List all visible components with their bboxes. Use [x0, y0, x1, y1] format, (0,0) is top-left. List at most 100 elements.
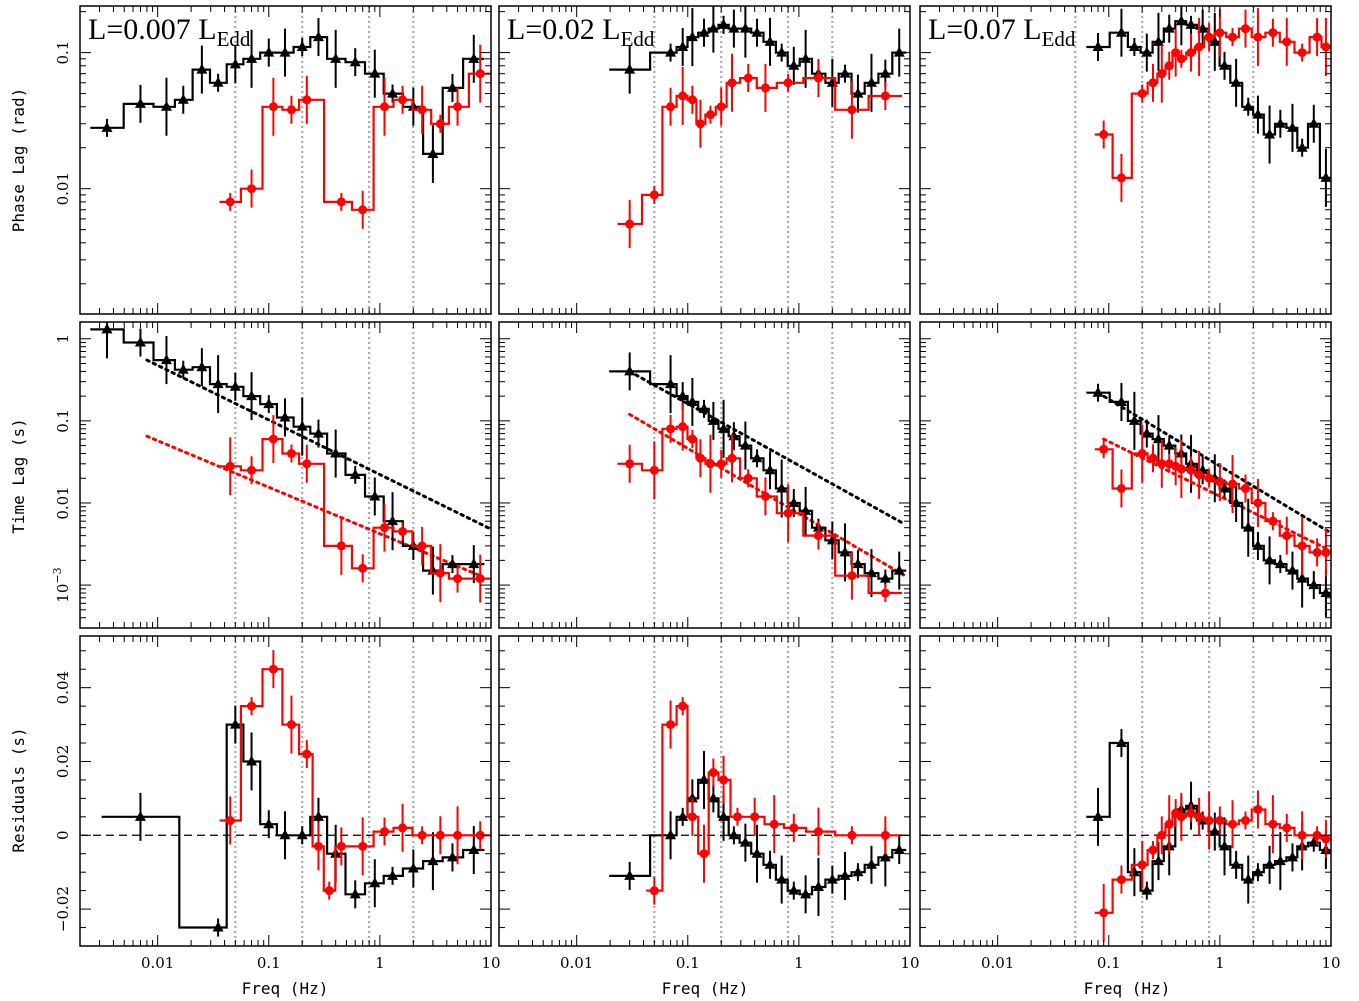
- y-tick-label: 0.02: [54, 745, 72, 778]
- data-point-red: [475, 69, 485, 79]
- x-tick-label: 0.01: [141, 954, 174, 972]
- plot-area: [609, 6, 907, 314]
- data-point-red: [813, 531, 823, 541]
- data-point-red: [336, 841, 346, 851]
- data-point-red: [1164, 819, 1174, 829]
- data-point-black: [101, 121, 113, 132]
- data-point-black: [751, 452, 763, 463]
- panel-title: L=0.07 LEdd: [928, 13, 1076, 51]
- y-tick-label: 0.1: [54, 41, 72, 65]
- series-step-red: [219, 438, 491, 580]
- data-point-black: [1264, 858, 1276, 869]
- data-point-red: [286, 720, 296, 730]
- data-point-black: [839, 67, 851, 78]
- data-point-black: [1264, 554, 1276, 565]
- data-point-red: [880, 588, 890, 598]
- data-point-black: [764, 858, 776, 869]
- data-point-red: [687, 95, 697, 105]
- data-point-red: [716, 102, 726, 112]
- data-point-black: [879, 851, 891, 862]
- data-point-red: [727, 78, 737, 88]
- data-point-red: [398, 823, 408, 833]
- panel-phase-lag-3: L=0.07 LEdd: [919, 5, 1332, 315]
- data-point-black: [1286, 121, 1298, 132]
- data-point-black: [624, 869, 636, 880]
- data-point-red: [1204, 816, 1214, 826]
- data-point-red: [649, 190, 659, 200]
- data-point-red: [1099, 130, 1109, 140]
- data-point-black: [1252, 108, 1264, 119]
- data-point-black: [677, 390, 689, 401]
- data-point-red: [695, 453, 705, 463]
- series-step-red: [219, 72, 491, 211]
- data-point-red: [847, 830, 857, 840]
- data-point-red: [695, 119, 705, 129]
- data-point-black: [776, 482, 788, 493]
- data-point-red: [760, 491, 770, 501]
- data-point-black: [1163, 22, 1175, 33]
- data-point-black: [728, 22, 740, 33]
- data-point-red: [666, 102, 676, 112]
- data-point-red: [1157, 459, 1167, 469]
- data-point-black: [852, 866, 864, 877]
- data-point-black: [1163, 439, 1175, 450]
- panel-frame: [919, 5, 1332, 315]
- x-tick-label: 1: [1215, 954, 1225, 972]
- x-tick-label: 0.1: [1097, 954, 1121, 972]
- data-point-red: [678, 91, 688, 101]
- data-point-black: [1185, 18, 1197, 29]
- panel-residuals-2: 0.01 0.1 1 10: [498, 635, 920, 972]
- data-point-red: [708, 768, 718, 778]
- data-point-black: [134, 97, 146, 108]
- y-axis-label-residuals: Residuals (s): [9, 727, 28, 852]
- data-point-black: [800, 888, 812, 899]
- data-point-red: [268, 434, 278, 444]
- data-point-red: [1176, 812, 1186, 822]
- data-point-black: [1218, 59, 1230, 70]
- data-point-black: [698, 402, 710, 413]
- data-point-black: [1320, 171, 1331, 182]
- panel-frame: [498, 321, 911, 629]
- data-point-black: [800, 52, 812, 63]
- data-point-red: [247, 184, 257, 194]
- data-point-red: [666, 424, 676, 434]
- data-point-black: [728, 829, 740, 840]
- data-point-black: [788, 884, 800, 895]
- data-point-black: [893, 844, 905, 855]
- data-point-red: [1253, 32, 1263, 42]
- data-point-red: [760, 83, 770, 93]
- data-point-black: [101, 323, 113, 334]
- panel-frame: [498, 5, 911, 315]
- data-point-black: [296, 40, 308, 51]
- data-point-black: [296, 829, 308, 840]
- data-point-red: [313, 841, 323, 851]
- y-tick-label: 1: [54, 334, 72, 344]
- data-point-red: [1148, 453, 1158, 463]
- data-point-red: [1137, 89, 1147, 99]
- data-point-black: [160, 354, 172, 365]
- x-axis-label-col1: Freq (Hz): [242, 979, 329, 998]
- panel-phase-lag-1: 0.1 0.01 L=0.007 LEdd: [54, 5, 492, 315]
- x-tick-label: 0.1: [257, 954, 281, 972]
- x-tick-label: 1: [375, 954, 385, 972]
- data-point-red: [1268, 819, 1278, 829]
- data-point-black: [1274, 117, 1286, 128]
- data-point-black: [1274, 855, 1286, 866]
- data-point-black: [1308, 117, 1320, 128]
- data-point-black: [1128, 414, 1140, 425]
- data-point-black: [776, 46, 788, 57]
- data-point-red: [1240, 816, 1250, 826]
- x-tick-label: 0.01: [560, 954, 593, 972]
- x-tick-label: 10: [481, 954, 500, 972]
- data-point-black: [177, 93, 189, 104]
- y-tick-label: 0.1: [54, 409, 72, 433]
- data-point-black: [1218, 482, 1230, 493]
- data-point-black: [893, 564, 905, 575]
- data-point-black: [865, 567, 877, 578]
- plot-area: [90, 322, 491, 628]
- data-point-black: [1296, 141, 1308, 152]
- data-point-red: [1099, 444, 1109, 454]
- panel-frame: [79, 635, 492, 947]
- data-point-red: [813, 827, 823, 837]
- data-point-black: [893, 46, 905, 57]
